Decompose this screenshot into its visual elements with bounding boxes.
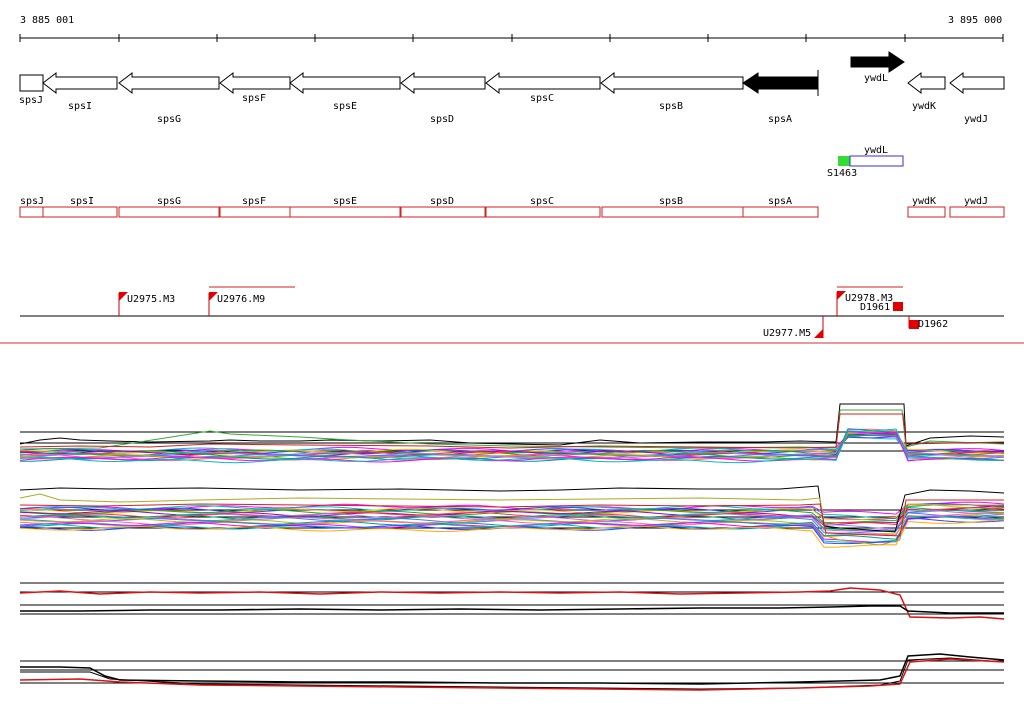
- gene-arrow-ywdK[interactable]: [907, 71, 946, 95]
- expression-profile: [19, 499, 1004, 537]
- gene-label: spsJ: [19, 95, 43, 106]
- gene-labels: spsJ spsI spsG spsF spsE spsD spsC spsB …: [19, 73, 988, 125]
- annotation-label: spsD: [430, 196, 454, 207]
- gene-label: ywdK: [912, 101, 936, 112]
- expression-band-line: [19, 507, 1005, 526]
- annotation-label: spsG: [157, 196, 181, 207]
- transcription-unit-U2976[interactable]: U2976.M9: [208, 286, 295, 316]
- gene-arrow-spsA[interactable]: [742, 72, 819, 94]
- annotation-box-spsD[interactable]: [400, 206, 486, 218]
- segment-label: S1463: [827, 168, 857, 179]
- annotation-label: spsB: [659, 196, 683, 207]
- expression-profile: [19, 493, 1004, 546]
- expression-band-line: [19, 515, 1005, 543]
- transcription-unit-label: U2978.M3: [845, 293, 893, 304]
- annotation-label: spsF: [242, 196, 266, 207]
- annotation-box-ywdK[interactable]: [907, 206, 946, 218]
- segment-track: ywdL S1463: [827, 145, 904, 179]
- expression-band-line: [19, 503, 1005, 521]
- gene-label: ywdJ: [964, 114, 988, 125]
- annotation-box-spsA[interactable]: [742, 206, 819, 218]
- gene-label: spsF: [242, 93, 266, 104]
- ruler-start-label: 3 885 001: [20, 15, 74, 26]
- gene-label: spsC: [530, 93, 554, 104]
- expression-band-line: [19, 509, 1005, 530]
- gene-arrow-ywdJ[interactable]: [949, 71, 1005, 95]
- segment-gene-label: ywdL: [864, 145, 888, 156]
- expression-band-line: [19, 509, 1005, 532]
- annotation-label: spsJ: [20, 196, 44, 207]
- annotation-label: spsA: [768, 196, 792, 207]
- transcription-unit-label: U2976.M9: [217, 294, 265, 305]
- expression-profile: [19, 485, 1005, 533]
- gene-label: spsG: [157, 114, 181, 125]
- terminator-label: D1962: [918, 319, 948, 330]
- transcription-unit-U2975[interactable]: U2975.M3: [118, 292, 175, 316]
- annotation-label: ywdK: [912, 196, 936, 207]
- gene-arrow-ywdL[interactable]: [850, 51, 905, 73]
- coordinate-ruler: 3 885 001 3 895 000: [19, 15, 1004, 42]
- expression-band: [19, 501, 1005, 548]
- terminator-D1962[interactable]: D1962: [908, 316, 948, 330]
- annotation-box-spsF[interactable]: [219, 206, 291, 218]
- gene-label: spsD: [430, 114, 454, 125]
- gene-arrow-spsJ[interactable]: [19, 74, 44, 92]
- transcription-unit-U2977[interactable]: U2977.M5: [763, 316, 824, 339]
- segment-box-ywdL[interactable]: [849, 155, 904, 167]
- gene-arrow-spsG[interactable]: [118, 71, 220, 95]
- annotation-box-spsE[interactable]: [289, 206, 401, 218]
- gene-arrow-spsB[interactable]: [600, 71, 744, 95]
- expression-panel-4: [19, 653, 1005, 691]
- annotation-track: [19, 206, 1005, 218]
- terminator-D1961[interactable]: D1961: [860, 302, 903, 313]
- annotation-box-spsC[interactable]: [485, 206, 601, 218]
- transcription-unit-track: U2975.M3 U2976.M9 U2978.M3 U2977.M5 D196…: [20, 286, 1004, 339]
- expression-profile: [20, 605, 1004, 614]
- annotation-label: spsC: [530, 196, 554, 207]
- gene-label: ywdL: [864, 73, 888, 84]
- expression-panel-2: [19, 485, 1005, 548]
- gene-label: spsI: [68, 101, 92, 112]
- expression-band-line: [19, 512, 1005, 537]
- annotation-labels: spsJ spsI spsG spsF spsE spsD spsC spsB …: [20, 196, 988, 207]
- gene-label: spsA: [768, 114, 792, 125]
- expression-profile: [19, 658, 1005, 691]
- gene-arrow-spsC[interactable]: [485, 71, 601, 95]
- gene-track: [19, 51, 1005, 96]
- expression-band-line: [19, 503, 1005, 520]
- annotation-box-spsI[interactable]: [42, 206, 118, 218]
- annotation-box-ywdJ[interactable]: [949, 206, 1005, 218]
- gene-label: spsE: [333, 101, 357, 112]
- transcription-unit-label: U2977.M5: [763, 328, 811, 339]
- annotation-label: ywdJ: [964, 196, 988, 207]
- expression-band-line: [19, 428, 1005, 464]
- transcription-unit-label: U2975.M3: [127, 294, 175, 305]
- expression-profile: [20, 653, 1005, 685]
- annotation-box-spsG[interactable]: [118, 206, 220, 218]
- expression-panel-1: [19, 403, 1005, 464]
- gene-arrow-spsE[interactable]: [289, 71, 401, 95]
- expression-panel-3: [19, 582, 1005, 620]
- expression-profile: [19, 587, 1005, 620]
- expression-profile: [20, 657, 1005, 690]
- annotation-label: spsE: [333, 196, 357, 207]
- expression-profile: [19, 403, 1005, 447]
- gene-arrow-spsF[interactable]: [219, 71, 291, 95]
- ruler-end-label: 3 895 000: [948, 15, 1002, 26]
- expression-profile: [19, 413, 1005, 449]
- annotation-label: spsI: [70, 196, 94, 207]
- gene-label: spsB: [659, 101, 683, 112]
- gene-arrow-spsD[interactable]: [400, 71, 486, 95]
- expression-band-line: [19, 519, 1005, 548]
- annotation-box-spsJ[interactable]: [19, 206, 44, 218]
- gene-arrow-spsI[interactable]: [42, 71, 118, 95]
- segment-start-marker[interactable]: [838, 156, 850, 166]
- expression-band: [19, 428, 1005, 464]
- annotation-box-spsB[interactable]: [601, 206, 744, 218]
- transcription-unit-U2978[interactable]: U2978.M3: [836, 286, 903, 316]
- terminator-label: D1961: [860, 302, 890, 313]
